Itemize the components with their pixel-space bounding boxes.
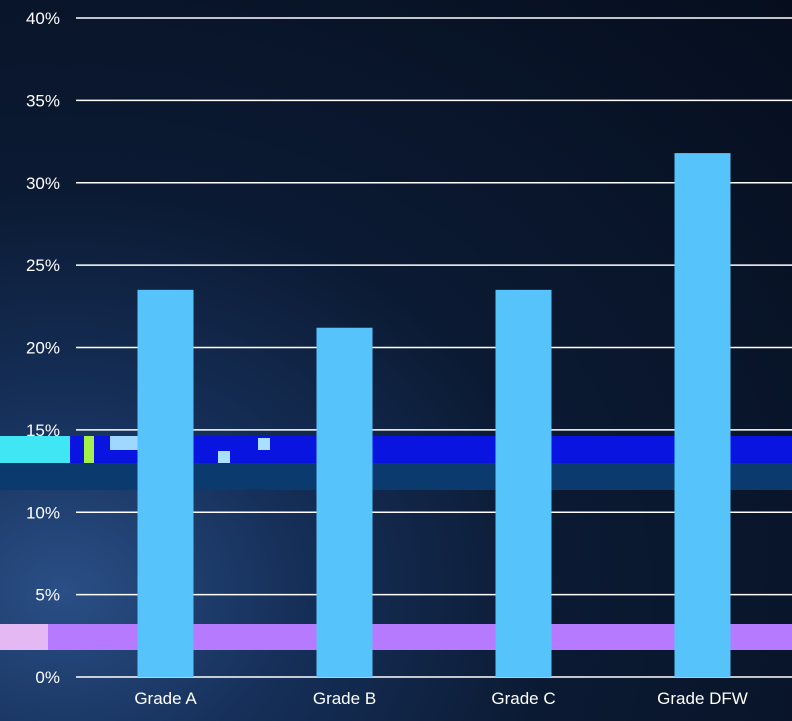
y-tick-label: 0%: [35, 668, 60, 687]
y-tick-label: 40%: [26, 9, 60, 28]
y-tick-label: 5%: [35, 586, 60, 605]
x-tick-label: Grade DFW: [657, 689, 748, 708]
x-tick-label: Grade B: [313, 689, 376, 708]
bar-grade-b: [316, 327, 373, 677]
y-tick-label: 20%: [26, 339, 60, 358]
bars: [137, 153, 731, 678]
glitch-block: [218, 451, 230, 463]
x-axis-labels: Grade A Grade B Grade C Grade DFW: [134, 689, 748, 708]
y-axis-ticks: 0% 5% 10% 15% 20% 25% 30% 35% 40%: [26, 9, 60, 687]
y-tick-label: 25%: [26, 256, 60, 275]
bar-grade-dfw: [674, 153, 731, 678]
bar-grade-a: [137, 289, 194, 677]
glitch-block: [84, 436, 94, 463]
y-tick-label: 35%: [26, 91, 60, 110]
y-tick-label: 15%: [26, 421, 60, 440]
glitch-band-cyan: [0, 436, 70, 463]
gridlines: [76, 17, 792, 678]
glitch-band-purple: [0, 624, 792, 650]
glitch-bands: [0, 436, 792, 650]
x-tick-label: Grade A: [134, 689, 197, 708]
glitch-band-pink: [0, 624, 48, 650]
glitch-block: [110, 436, 140, 450]
glitch-block: [258, 438, 270, 450]
x-tick-label: Grade C: [491, 689, 555, 708]
glitch-band-teal: [0, 463, 792, 490]
y-tick-label: 10%: [26, 503, 60, 522]
y-tick-label: 30%: [26, 174, 60, 193]
bar-grade-c: [495, 289, 552, 677]
